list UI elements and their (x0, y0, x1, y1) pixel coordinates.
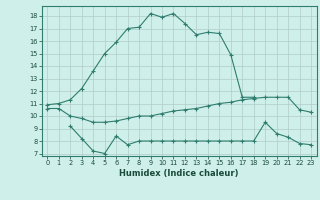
X-axis label: Humidex (Indice chaleur): Humidex (Indice chaleur) (119, 169, 239, 178)
